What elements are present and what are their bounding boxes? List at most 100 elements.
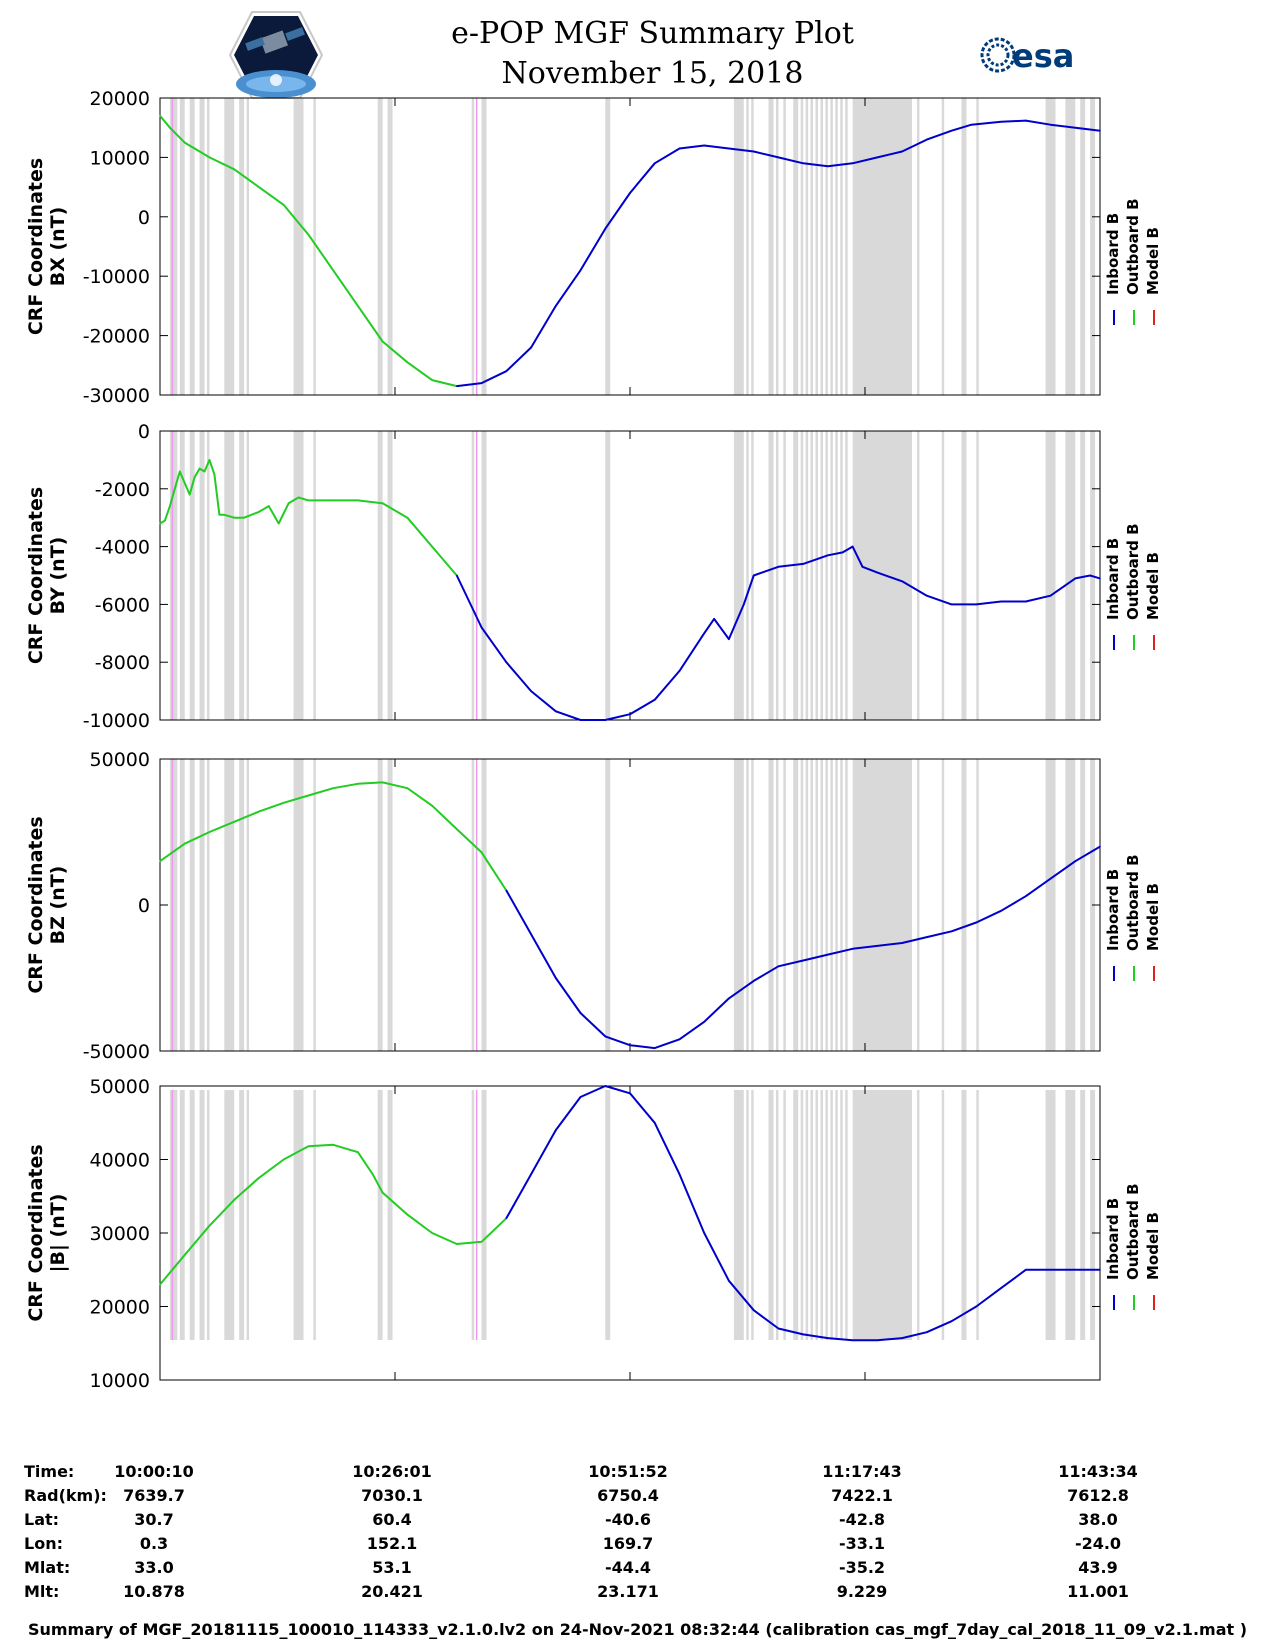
- y-axis-label: CRF Coordinates|B| (nT): [25, 1144, 69, 1321]
- series-point: [431, 545, 433, 548]
- data-gap-band: [207, 1090, 210, 1340]
- series-point: [357, 1151, 359, 1153]
- data-gap-band: [1080, 1090, 1086, 1340]
- y-tick-label: -8000: [95, 652, 150, 674]
- data-gap-band: [805, 1090, 809, 1340]
- data-gap-band: [976, 759, 979, 1051]
- info-cell: 169.7: [602, 1534, 654, 1553]
- series-point: [505, 661, 508, 663]
- esa-logo-text: esa: [1012, 37, 1074, 75]
- series-point: [752, 150, 755, 153]
- data-gap-band: [976, 1090, 979, 1340]
- series-point: [554, 977, 557, 979]
- legend-label: Model B: [1144, 1212, 1162, 1280]
- data-gap-band: [820, 98, 823, 395]
- series-point: [876, 571, 879, 574]
- legend-label: Outboard B: [1124, 523, 1142, 620]
- series-point: [208, 156, 211, 159]
- series-point: [159, 522, 161, 525]
- series-point: [728, 1279, 730, 1282]
- info-cell: 7030.1: [361, 1486, 423, 1505]
- series-point: [223, 514, 226, 516]
- series-point: [653, 1047, 656, 1049]
- y-tick-label: 0: [138, 207, 150, 229]
- series-point: [653, 698, 656, 701]
- data-gap-band: [471, 98, 475, 395]
- series-point: [174, 488, 176, 490]
- series-point: [901, 1337, 903, 1339]
- series-point: [456, 1243, 458, 1245]
- series-point: [950, 603, 953, 606]
- series-point: [431, 804, 433, 807]
- series-point: [802, 162, 804, 165]
- series-point: [258, 511, 260, 513]
- data-gap-band: [293, 431, 304, 720]
- series-point: [1089, 574, 1091, 577]
- series-point: [752, 574, 755, 577]
- series-point: [480, 851, 483, 854]
- series-point: [777, 1327, 780, 1330]
- series-point: [183, 842, 186, 845]
- data-gap-band: [815, 1090, 818, 1340]
- data-gap-band: [783, 759, 786, 1051]
- data-gap-band: [825, 759, 828, 1051]
- data-gap-band: [733, 98, 744, 395]
- series-point: [307, 1145, 310, 1148]
- series-point: [802, 563, 804, 565]
- info-cell: 11.001: [1067, 1582, 1129, 1601]
- y-tick-label: 0: [138, 421, 150, 443]
- data-gap-band: [830, 1090, 833, 1340]
- data-gap-band: [793, 431, 799, 720]
- series-point: [332, 787, 334, 789]
- data-gap-band: [1090, 98, 1096, 395]
- series-point: [1074, 577, 1077, 580]
- data-gap-band: [246, 431, 250, 720]
- data-gap-band: [293, 98, 304, 395]
- data-gap-band: [775, 1090, 779, 1340]
- series-point: [233, 168, 236, 171]
- info-cell: 11:43:34: [1058, 1462, 1138, 1481]
- series-point: [861, 566, 864, 568]
- data-gap-band: [199, 98, 205, 395]
- series-point: [233, 516, 236, 519]
- series-line: [159, 1143, 507, 1286]
- series-point: [876, 156, 879, 159]
- data-gap-band: [810, 98, 814, 395]
- series-point: [480, 626, 483, 629]
- data-gap-band: [207, 98, 210, 395]
- data-gap-band: [246, 98, 250, 395]
- series-point: [1049, 594, 1052, 597]
- series-point: [678, 1173, 681, 1175]
- data-gap-band: [169, 759, 178, 1051]
- series-point: [926, 138, 928, 141]
- data-gap-band: [313, 431, 316, 720]
- series-point: [282, 1158, 285, 1161]
- series-point: [268, 505, 270, 507]
- series-line: [159, 458, 458, 577]
- series-point: [1099, 129, 1101, 132]
- series-point: [307, 233, 310, 236]
- data-gap-band: [800, 98, 804, 395]
- data-gap-band: [793, 759, 799, 1051]
- info-cell: 152.1: [366, 1534, 418, 1553]
- series-point: [233, 820, 236, 823]
- info-row-label: Time:: [24, 1462, 75, 1481]
- data-gap-band: [377, 1090, 383, 1340]
- series-point: [1000, 600, 1002, 603]
- info-cell: 9.229: [836, 1582, 888, 1601]
- data-gap-band: [746, 98, 749, 395]
- series-point: [208, 831, 211, 833]
- data-gap-band: [941, 1090, 945, 1340]
- y-tick-label: -4000: [95, 537, 150, 559]
- series-point: [841, 551, 844, 554]
- series-point: [357, 499, 359, 502]
- info-cell: 7639.7: [123, 1486, 185, 1505]
- data-gap-band: [840, 759, 843, 1051]
- series-point: [1024, 600, 1027, 603]
- series-line: [159, 115, 458, 388]
- data-gap-band: [1045, 431, 1056, 720]
- data-gap-band: [199, 759, 205, 1051]
- data-gap-band: [793, 98, 799, 395]
- series-point: [678, 147, 681, 150]
- data-gap-band: [313, 98, 316, 395]
